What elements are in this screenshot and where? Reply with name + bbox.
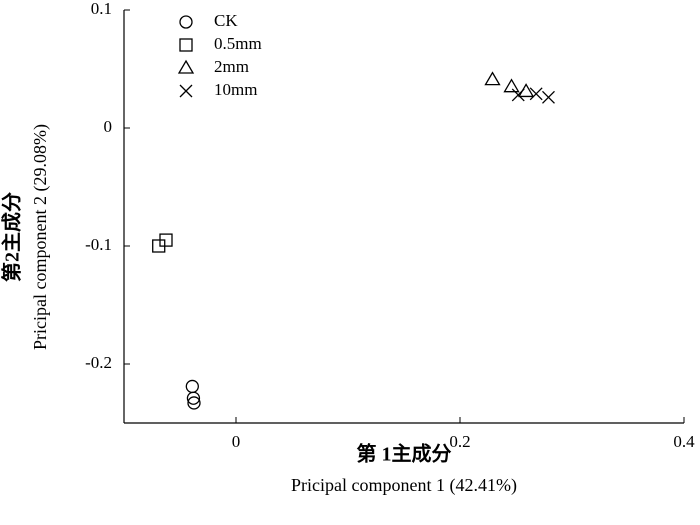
- legend-label: 0.5mm: [214, 34, 262, 53]
- legend-marker: [179, 15, 193, 29]
- legend-marker: [179, 84, 193, 98]
- point: [529, 87, 543, 101]
- point: [484, 71, 501, 86]
- y-tick-label: 0.1: [91, 0, 112, 18]
- x-tick-label: 0: [232, 432, 241, 451]
- y-tick-label: -0.1: [85, 235, 112, 254]
- x-tick-label: 0.4: [673, 432, 695, 451]
- point: [503, 78, 520, 93]
- legend-label: CK: [214, 11, 238, 30]
- y-axis-subtitle: Pricipal component 2 (29.08%): [30, 124, 51, 350]
- point: [186, 391, 201, 405]
- x-tick-label: 0.2: [449, 432, 470, 451]
- y-tick-label: 0: [104, 117, 113, 136]
- x-axis-subtitle: Pricipal component 1 (42.41%): [291, 475, 517, 496]
- legend-label: 10mm: [214, 80, 257, 99]
- legend-marker: [179, 38, 193, 52]
- point: [187, 396, 201, 410]
- point: [542, 90, 555, 104]
- legend-label: 2mm: [214, 57, 249, 76]
- y-axis-title: 第2主成分: [0, 192, 24, 282]
- y-tick-label: -0.2: [85, 353, 112, 372]
- point: [517, 83, 535, 98]
- x-axis-title: 第 1主成分: [357, 442, 452, 466]
- legend-marker: [177, 59, 195, 74]
- point: [159, 233, 173, 247]
- point: [185, 379, 199, 394]
- point: [511, 88, 525, 102]
